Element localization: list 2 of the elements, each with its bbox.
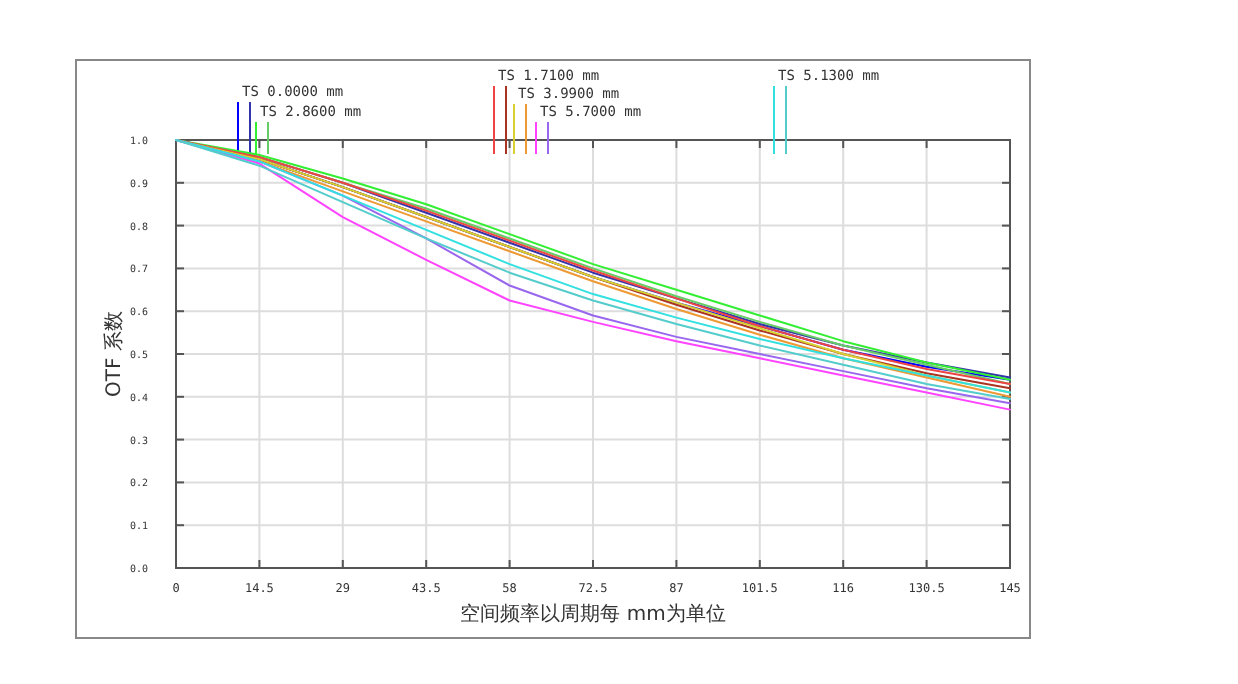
y-axis-title: OTF 系数 bbox=[102, 311, 126, 397]
x-axis-title: 空间频率以周期每 mm为单位 bbox=[460, 602, 726, 626]
